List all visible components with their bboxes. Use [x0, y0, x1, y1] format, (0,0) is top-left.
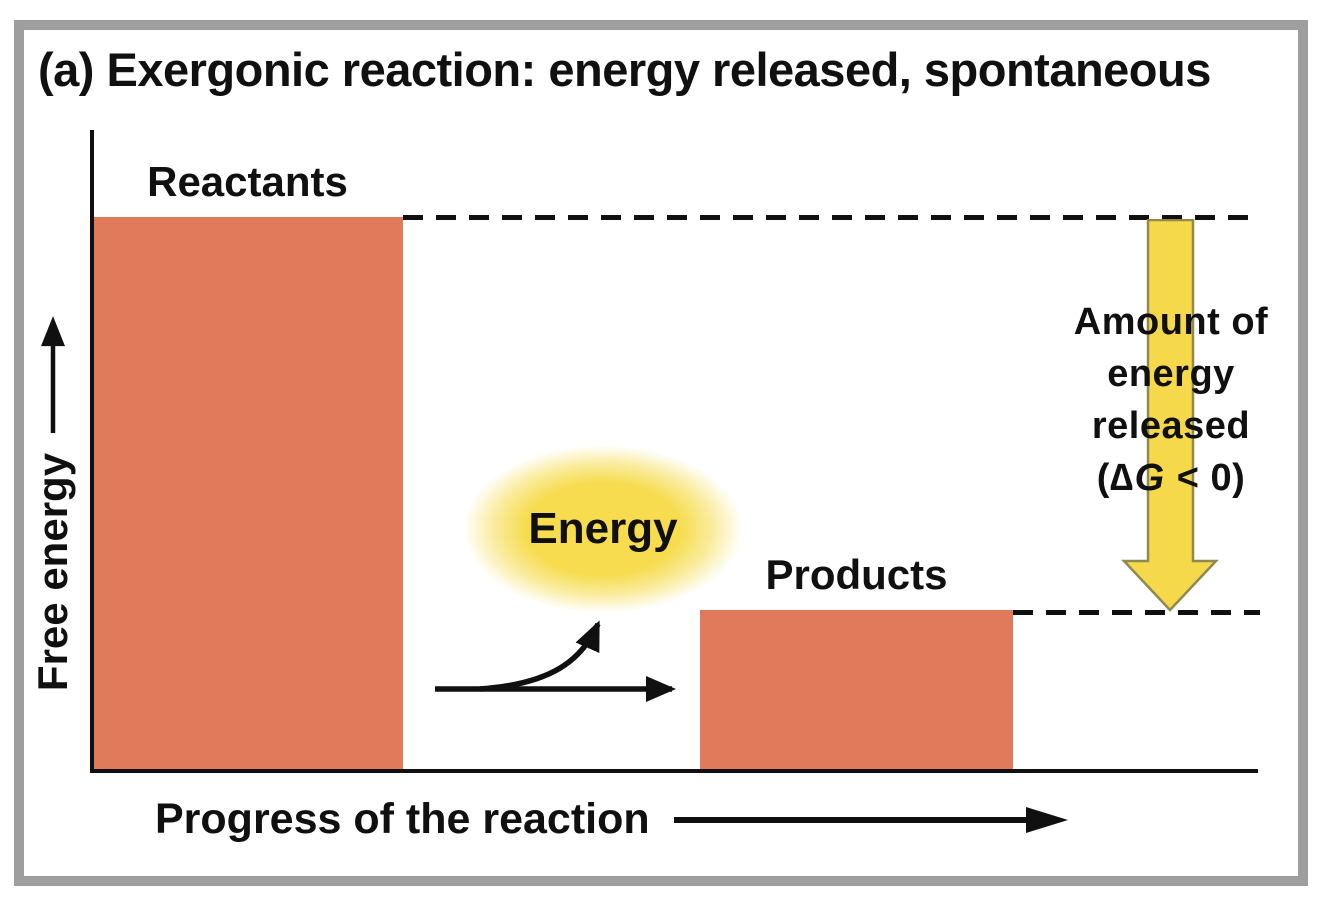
y-axis-line [90, 130, 94, 773]
figure-border-frame [14, 20, 1308, 886]
x-axis-line [90, 769, 1258, 773]
products-label: Products [765, 551, 948, 598]
delta-g-prefix: (∆ [1096, 457, 1134, 499]
y-axis-label-group: Free energy [29, 315, 77, 691]
free-energy-axis-arrow-icon [41, 315, 65, 433]
x-axis-label: Progress of the reaction [155, 795, 650, 843]
energy-burst-glow: Energy [463, 445, 743, 613]
y-axis-label: Free energy [29, 452, 76, 692]
energy-label: Energy [528, 504, 678, 553]
reactants-bar [92, 217, 403, 769]
reactants-level-dashed-line [403, 215, 1260, 220]
figure-title: (a) Exergonic reaction: energy released,… [38, 43, 1211, 96]
x-axis-label-group: Progress of the reaction [155, 795, 1069, 844]
annotation-line-2: energy [1107, 353, 1235, 395]
energy-released-annotation: Amount of energy released (∆G < 0) [1020, 296, 1322, 504]
annotation-line-4: (∆G < 0) [1020, 452, 1322, 504]
reactants-label: Reactants [147, 158, 348, 205]
delta-g-symbol: G [1134, 457, 1165, 499]
annotation-line-1: Amount of [1073, 301, 1269, 343]
progress-axis-arrow-icon [673, 806, 1068, 833]
energy-release-down-arrow-icon [1121, 219, 1219, 612]
products-level-dashed-line [1013, 610, 1260, 615]
annotation-line-3: released [1091, 405, 1251, 447]
products-bar [700, 610, 1013, 769]
reaction-flow-arrows-icon [435, 620, 676, 702]
delta-g-suffix: < 0) [1165, 457, 1246, 499]
